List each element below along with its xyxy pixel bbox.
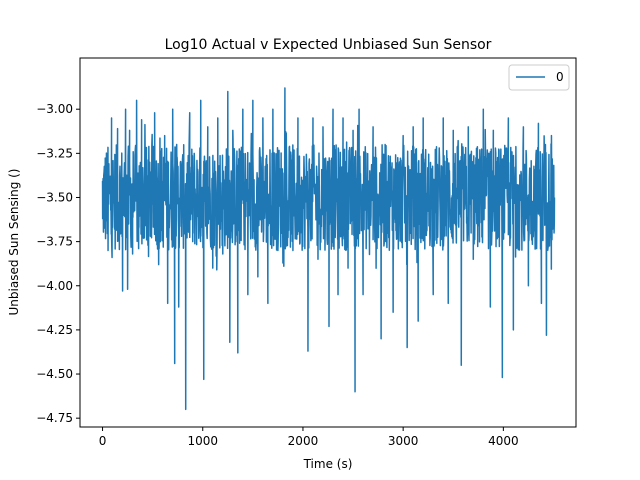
y-tick-label: −3.00: [36, 102, 73, 116]
y-tick-label: −3.75: [36, 235, 73, 249]
y-axis-label: Unbiased Sun Sensing (): [7, 169, 21, 316]
legend: 0: [508, 64, 570, 91]
chart-title: Log10 Actual v Expected Unbiased Sun Sen…: [165, 37, 492, 53]
legend-label-0: 0: [556, 70, 564, 84]
plot-area: [79, 57, 577, 428]
y-tick-label: −4.75: [36, 411, 73, 425]
x-tick-label: 3000: [388, 434, 419, 448]
y-tick-label: −3.50: [36, 190, 73, 204]
x-tick-label: 4000: [488, 434, 519, 448]
x-axis-ticks: 0 1000 2000 3000 4000: [99, 427, 519, 448]
y-tick-label: −4.50: [36, 367, 73, 381]
y-axis-ticks: −4.75 −4.50 −4.25 −4.00 −3.75 −3.50 −3.25 −3.00: [36, 102, 80, 425]
series-line-0: [101, 87, 556, 411]
x-axis-label: Time (s): [303, 457, 353, 471]
axes-frame: [79, 57, 577, 428]
series-layer: [101, 87, 556, 411]
x-tick-label: 0: [99, 434, 107, 448]
y-tick-label: −3.25: [36, 146, 73, 160]
x-tick-label: 2000: [288, 434, 319, 448]
y-tick-label: −4.25: [36, 323, 73, 337]
y-tick-label: −4.00: [36, 279, 73, 293]
x-tick-label: 1000: [187, 434, 218, 448]
